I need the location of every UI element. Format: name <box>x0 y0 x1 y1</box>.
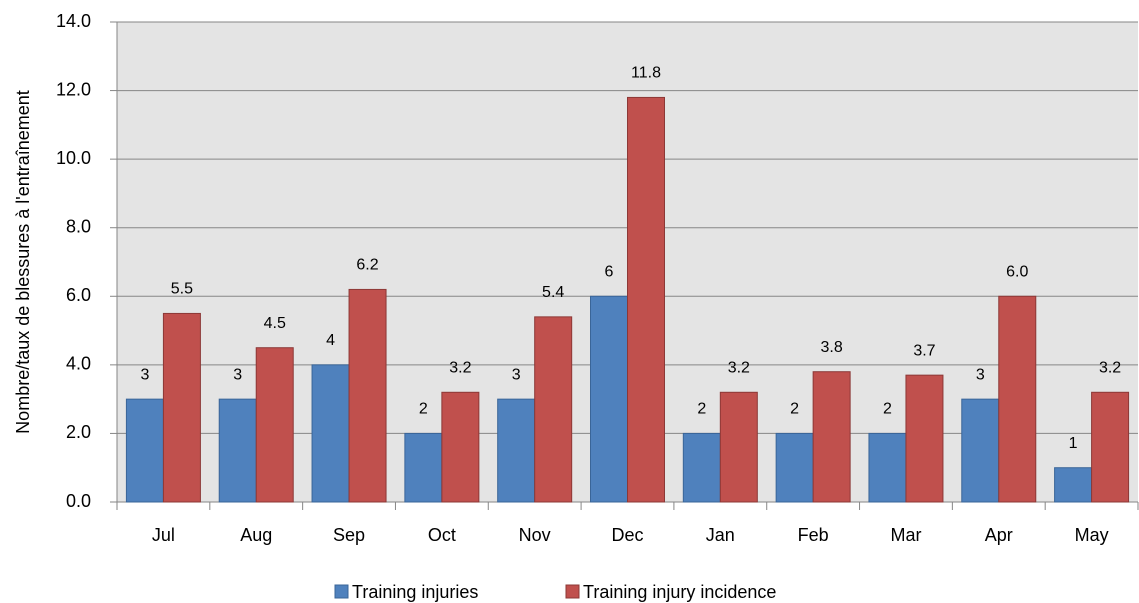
y-tick-label: 12.0 <box>56 79 91 99</box>
data-label: 3 <box>512 366 521 383</box>
x-tick-label: Jul <box>152 525 175 545</box>
data-label: 4.5 <box>264 315 286 332</box>
bar <box>125 398 164 503</box>
data-label: 2 <box>419 401 428 418</box>
y-tick-label: 2.0 <box>66 422 91 442</box>
bar <box>218 398 257 503</box>
data-label: 3.7 <box>913 342 935 359</box>
bar <box>311 364 350 503</box>
y-tick-label: 10.0 <box>56 148 91 168</box>
data-label: 6.2 <box>356 257 378 274</box>
data-label: 3 <box>976 366 985 383</box>
bar <box>162 312 201 503</box>
x-tick-label: Oct <box>428 525 456 545</box>
data-label: 3.2 <box>728 360 750 377</box>
data-label: 3.2 <box>1099 360 1121 377</box>
data-label: 3.2 <box>449 360 471 377</box>
x-tick-label: Dec <box>611 525 643 545</box>
x-tick-label: Sep <box>333 525 365 545</box>
legend-swatch <box>565 584 580 599</box>
data-label: 6 <box>605 264 614 281</box>
y-tick-label: 14.0 <box>56 11 91 31</box>
data-label: 5.5 <box>171 281 193 298</box>
bar <box>868 432 907 503</box>
bar <box>719 391 758 503</box>
bar <box>404 432 443 503</box>
bar <box>627 96 665 503</box>
data-label: 2 <box>790 401 799 418</box>
bar <box>812 371 851 503</box>
bar <box>348 288 387 503</box>
bar <box>1091 391 1130 503</box>
bar <box>905 374 944 503</box>
bar <box>682 432 721 503</box>
data-label: 4 <box>326 332 335 349</box>
bar <box>998 295 1037 503</box>
data-label: 6.0 <box>1006 264 1028 281</box>
y-tick-label: 0.0 <box>66 491 91 511</box>
x-tick-label: Mar <box>890 525 921 545</box>
bar <box>590 295 628 503</box>
bar <box>255 347 294 503</box>
bar <box>441 391 480 503</box>
bar <box>497 398 536 503</box>
y-tick-label: 4.0 <box>66 354 91 374</box>
data-label: 3.8 <box>821 339 843 356</box>
bar <box>534 316 573 503</box>
y-tick-label: 8.0 <box>66 216 91 236</box>
x-tick-label: May <box>1075 525 1109 545</box>
x-tick-label: Jan <box>706 525 735 545</box>
data-label: 3 <box>233 366 242 383</box>
data-label: 11.8 <box>631 65 661 82</box>
bar <box>775 432 814 503</box>
legend-label: Training injury incidence <box>583 582 776 602</box>
y-tick-label: 6.0 <box>66 285 91 305</box>
data-label: 5.4 <box>542 284 564 301</box>
data-label: 1 <box>1069 435 1078 452</box>
bar <box>961 398 1000 503</box>
x-tick-label: Feb <box>798 525 829 545</box>
data-label: 2 <box>883 401 892 418</box>
bar <box>1054 467 1093 503</box>
legend-label: Training injuries <box>352 582 478 602</box>
data-label: 3 <box>140 366 149 383</box>
x-tick-label: Nov <box>519 525 551 545</box>
data-label: 2 <box>697 401 706 418</box>
y-axis-label: Nombre/taux de blessures à l'entraînemen… <box>13 90 33 434</box>
x-tick-label: Apr <box>985 525 1013 545</box>
legend-swatch <box>334 584 349 599</box>
x-tick-label: Aug <box>240 525 272 545</box>
